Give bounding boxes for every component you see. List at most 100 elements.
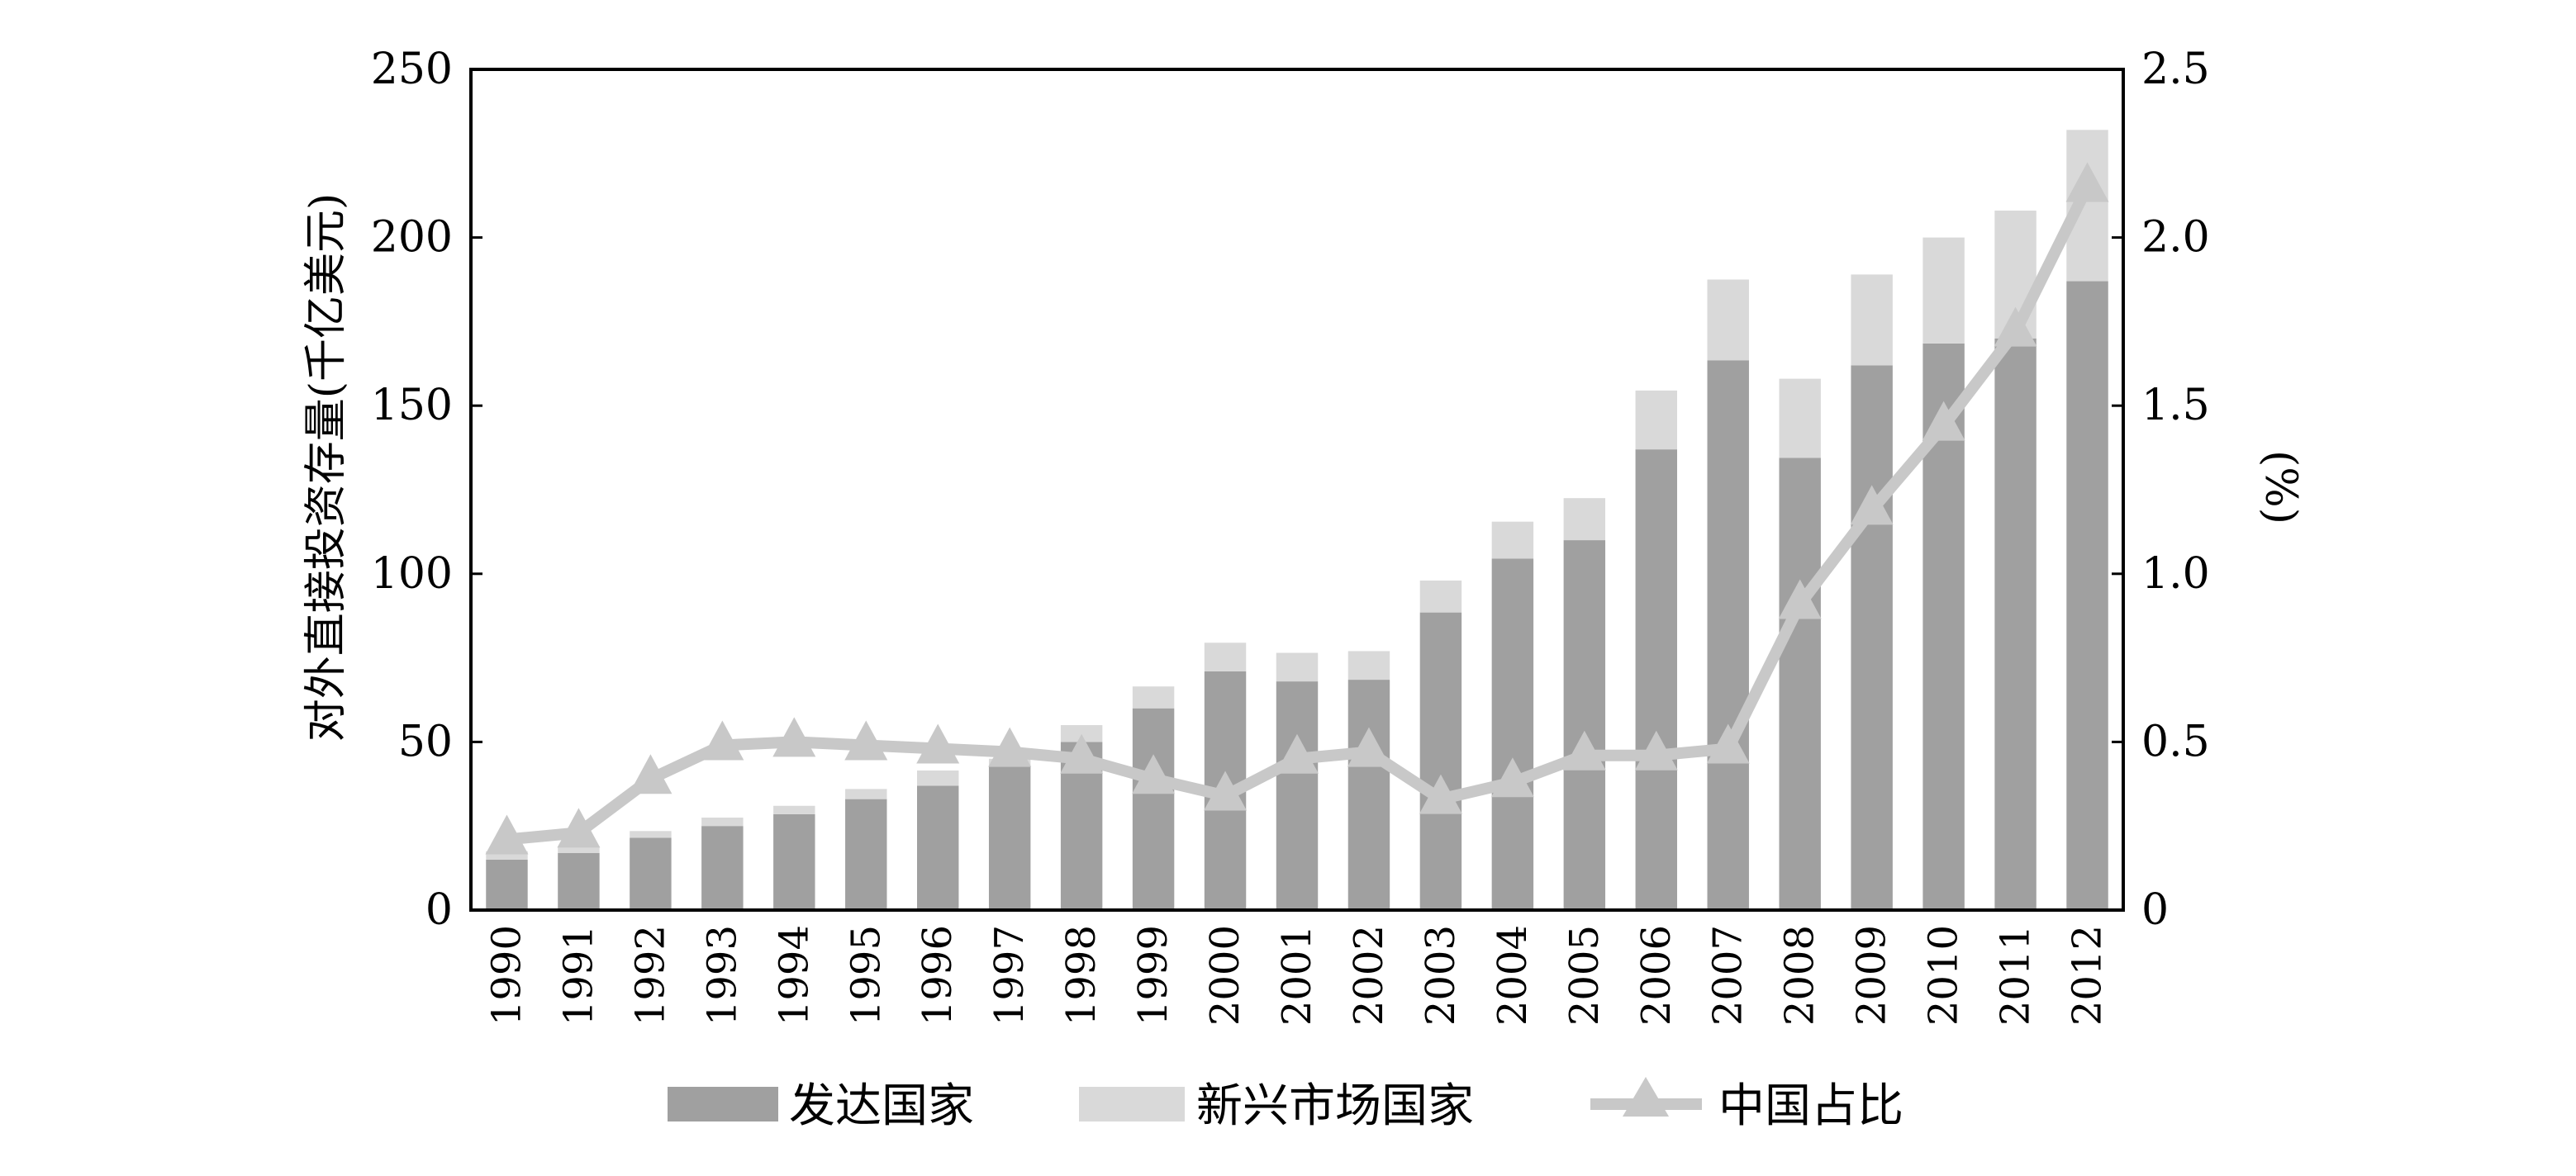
x-tick-label: 1993: [699, 925, 745, 1026]
bar-emerging-1993: [701, 818, 744, 827]
x-tick-label: 1992: [627, 925, 673, 1026]
bar-developed-2007: [1707, 360, 1749, 910]
x-tick-label: 1990: [483, 925, 530, 1026]
bar-emerging-1992: [630, 831, 672, 838]
bar-emerging-1991: [558, 846, 600, 853]
bar-emerging-1996: [917, 771, 959, 786]
x-tick-label: 1991: [555, 925, 601, 1026]
right-axis-title: (%): [2255, 450, 2305, 524]
bar-developed-2009: [1851, 365, 1893, 910]
bar-developed-2002: [1347, 680, 1390, 910]
bar-developed-1993: [701, 826, 744, 910]
left-tick-label: 100: [371, 549, 453, 599]
bar-emerging-2009: [1851, 274, 1893, 366]
bar-emerging-1994: [773, 805, 815, 814]
bar-emerging-2007: [1707, 279, 1749, 361]
x-tick-label: 2012: [2065, 925, 2111, 1026]
x-tick-label: 2007: [1705, 925, 1751, 1026]
legend-item-china-share: 中国占比: [1590, 1077, 1903, 1133]
legend-label-china-share: 中国占比: [1718, 1079, 1903, 1133]
marker-china-share-1996: [916, 723, 960, 764]
bar-developed-1995: [845, 799, 887, 910]
left-tick-label: 150: [371, 381, 453, 430]
marker-china-share-1991: [557, 808, 601, 848]
bar-developed-2003: [1419, 612, 1462, 910]
x-tick-label: 1997: [986, 925, 1033, 1026]
marker-china-share-2009: [1850, 485, 1894, 525]
left-tick-label: 50: [398, 717, 453, 766]
x-tick-label: 1995: [843, 925, 889, 1026]
bar-emerging-2001: [1276, 652, 1319, 682]
legend-swatch-developed: [668, 1087, 778, 1121]
bar-emerging-2002: [1347, 651, 1390, 680]
left-tick-label: 250: [371, 45, 453, 94]
bar-developed-1996: [917, 785, 959, 910]
marker-china-share-2002: [1347, 727, 1390, 767]
bar-developed-1992: [630, 837, 672, 910]
bar-developed-2004: [1491, 558, 1534, 910]
x-tick-label: 1994: [771, 925, 817, 1026]
bar-developed-1991: [558, 852, 600, 910]
x-tick-label: 2001: [1274, 925, 1320, 1026]
marker-china-share-2011: [1994, 306, 2037, 347]
left-axis-ticks: 0 50 100 150 200 250: [371, 45, 482, 935]
bar-developed-1990: [486, 859, 528, 910]
x-tick-label: 2011: [1993, 925, 2039, 1026]
bar-emerging-1998: [1060, 725, 1103, 742]
legend: 发达国家 新兴市场国家 中国占比: [668, 1077, 1903, 1133]
bar-developed-1999: [1132, 708, 1175, 910]
x-tick-label: 1998: [1058, 925, 1105, 1026]
bar-developed-2012: [2066, 281, 2108, 910]
legend-item-emerging: 新兴市场国家: [1079, 1079, 1474, 1133]
bar-developed-1994: [773, 813, 815, 910]
marker-china-share-1997: [988, 727, 1032, 767]
marker-china-share-1990: [485, 814, 529, 855]
marker-china-share-2001: [1276, 733, 1319, 774]
x-tick-label: 2009: [1849, 925, 1895, 1026]
marker-china-share-2010: [1922, 401, 1965, 441]
bar-emerging-2008: [1779, 378, 1821, 458]
marker-china-share-2007: [1706, 723, 1750, 764]
x-tick-label: 2002: [1346, 925, 1392, 1026]
bar-developed-2008: [1779, 458, 1821, 910]
marker-china-share-2012: [2065, 162, 2109, 202]
x-tick-label: 1996: [915, 925, 961, 1026]
x-tick-label: 2000: [1202, 925, 1248, 1026]
legend-swatch-emerging: [1079, 1087, 1185, 1121]
right-tick-label: 1.0: [2141, 549, 2210, 599]
marker-china-share-2000: [1204, 771, 1248, 811]
bar-emerging-1999: [1132, 686, 1175, 709]
marker-china-share-1993: [701, 720, 744, 761]
bar-emerging-2005: [1563, 498, 1606, 541]
bar-developed-2005: [1563, 540, 1606, 910]
right-axis-ticks: 0 0.5 1.0 1.5 2.0 2.5: [2112, 45, 2210, 935]
x-axis-ticks: 1990 1991 1992 1993 1994 1995 1996 1997 1998 1999…: [483, 925, 2110, 1026]
x-tick-label: 2004: [1490, 925, 1536, 1026]
right-tick-label: 2.5: [2141, 45, 2210, 94]
left-tick-label: 0: [425, 885, 453, 935]
marker-china-share-1995: [844, 720, 888, 761]
bar-emerging-1995: [845, 789, 887, 799]
marker-china-share-2006: [1634, 730, 1678, 771]
right-tick-label: 2.0: [2141, 213, 2210, 263]
legend-label-emerging: 新兴市场国家: [1196, 1079, 1474, 1133]
x-tick-label: 2006: [1633, 925, 1680, 1026]
marker-china-share-1992: [629, 754, 673, 794]
right-tick-label: 0.5: [2141, 717, 2210, 766]
marker-china-share-2004: [1490, 757, 1534, 798]
marker-china-share-1994: [772, 717, 816, 757]
left-axis-title: 对外直接投资存量(千亿美元): [302, 193, 351, 742]
marker-china-share-2003: [1419, 774, 1462, 814]
right-tick-label: 0: [2141, 885, 2169, 935]
bars-layer: [486, 130, 2108, 910]
bar-emerging-1990: [486, 851, 528, 860]
marker-china-share-2008: [1778, 579, 1822, 619]
marker-china-share-1998: [1060, 733, 1104, 774]
x-tick-label: 2005: [1561, 925, 1608, 1026]
legend-label-developed: 发达国家: [789, 1079, 974, 1133]
plot-frame: [469, 68, 2125, 912]
legend-item-developed: 发达国家: [668, 1079, 974, 1133]
x-tick-label: 1999: [1130, 925, 1176, 1026]
bar-emerging-2010: [1922, 237, 1965, 344]
